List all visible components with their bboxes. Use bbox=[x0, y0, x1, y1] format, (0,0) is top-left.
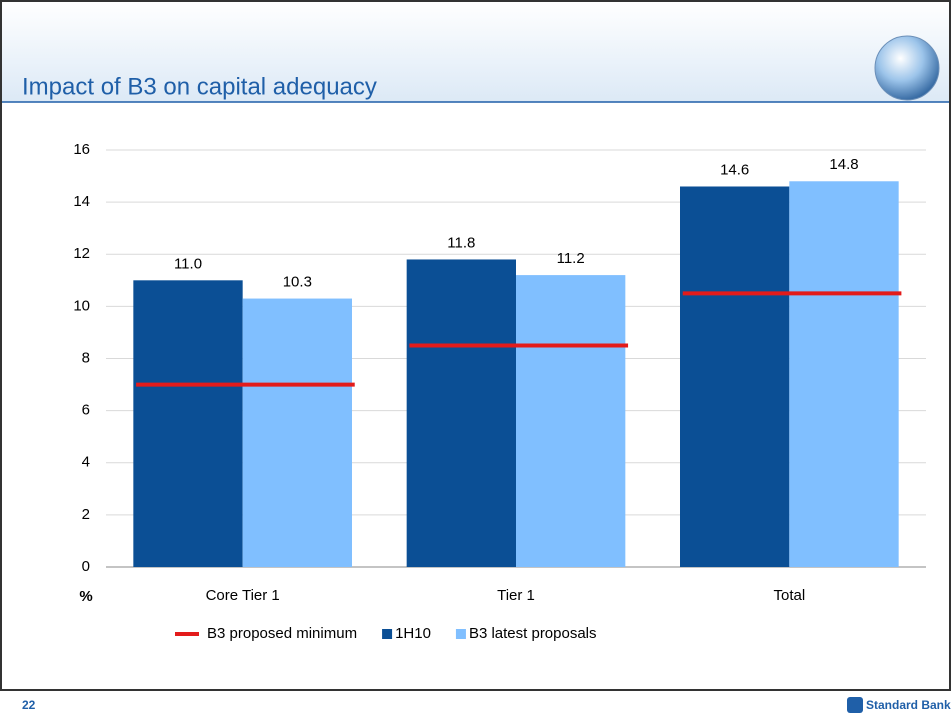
logo-icon bbox=[847, 697, 863, 713]
legend-swatch bbox=[455, 629, 466, 639]
y-tick-label: 12 bbox=[73, 245, 90, 262]
legend-swatch bbox=[382, 629, 393, 639]
bar bbox=[242, 298, 352, 567]
logo: Standard Bank bbox=[866, 698, 951, 712]
y-tick-label: 4 bbox=[82, 454, 90, 471]
y-tick-label: 14 bbox=[73, 193, 90, 210]
data-label: 10.3 bbox=[283, 274, 312, 291]
y-axis-label: % bbox=[79, 588, 92, 605]
y-tick-label: 10 bbox=[73, 297, 90, 314]
y-tick-label: 16 bbox=[73, 141, 90, 158]
data-label: 11.2 bbox=[557, 250, 585, 267]
y-tick-label: 0 bbox=[82, 558, 90, 575]
x-tick-label: Core Tier 1 bbox=[206, 587, 280, 604]
data-label: 11.0 bbox=[174, 255, 202, 272]
bar bbox=[133, 280, 243, 567]
slide-border bbox=[0, 0, 951, 691]
legend-label: B3 proposed minimum bbox=[207, 625, 357, 642]
data-label: 14.8 bbox=[829, 156, 858, 173]
y-tick-label: 6 bbox=[82, 402, 90, 419]
bar bbox=[516, 275, 626, 567]
x-tick-label: Total bbox=[773, 587, 805, 604]
page-number: 22 bbox=[22, 698, 36, 712]
data-label: 14.6 bbox=[720, 161, 749, 178]
legend-label: B3 latest proposals bbox=[469, 625, 597, 642]
y-tick-label: 2 bbox=[82, 506, 90, 523]
globe-icon bbox=[874, 35, 940, 101]
bar bbox=[789, 181, 899, 567]
legend-label: 1H10 bbox=[395, 625, 431, 642]
y-tick-label: 8 bbox=[82, 349, 90, 366]
x-tick-label: Tier 1 bbox=[497, 587, 535, 604]
bar bbox=[406, 259, 516, 567]
chart-title: Impact of B3 on capital adequacy bbox=[22, 73, 377, 100]
data-label: 11.8 bbox=[447, 234, 475, 251]
bar bbox=[680, 186, 790, 568]
header-band bbox=[2, 2, 949, 102]
